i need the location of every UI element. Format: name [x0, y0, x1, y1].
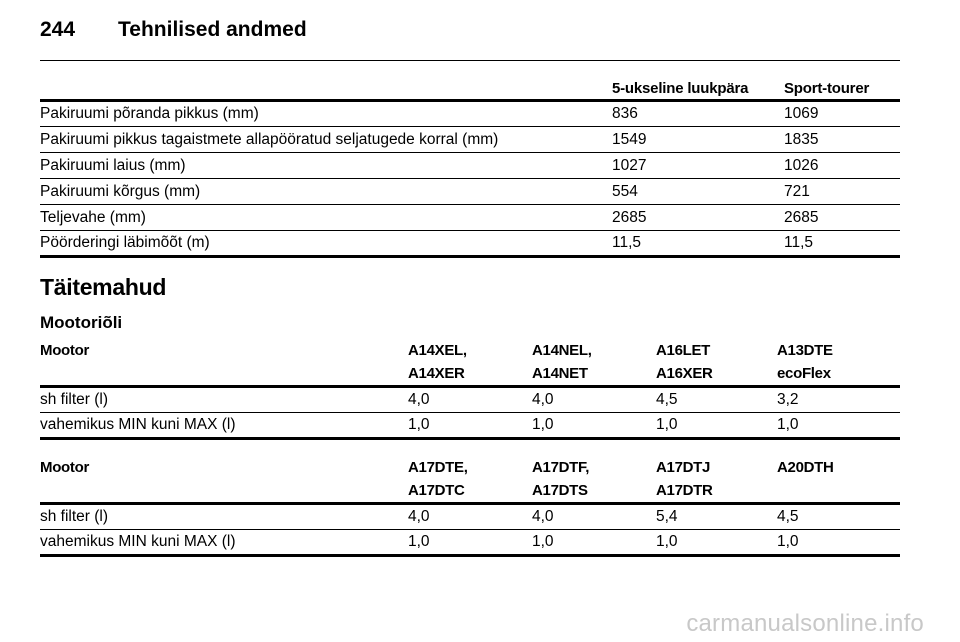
engine-code: A14XEL, [408, 342, 467, 359]
engine-code: A14NET [532, 365, 588, 382]
engine-code: A13DTE [777, 342, 833, 359]
watermark: carmanualsonline.info [686, 610, 924, 637]
page-title: Tehnilised andmed [118, 18, 307, 41]
row-label: Pakiruumi kõrgus (mm) [40, 182, 201, 200]
engine-code: A14XER [408, 365, 465, 382]
cell-value: 2685 [612, 208, 647, 226]
engine-header: A14XEL, A14XER [408, 338, 532, 387]
table-row: Teljevahe (mm) 2685 2685 [40, 205, 900, 231]
row-label: Pöörderingi läbimõõt (m) [40, 234, 210, 251]
table-row: Pakiruumi laius (mm) 1027 1026 [40, 153, 900, 179]
row-label: vahemikus MIN kuni MAX (l) [40, 533, 236, 550]
cell-value: 1,0 [777, 416, 799, 433]
engine-code: A16XER [656, 365, 713, 382]
engine-header: A16LET A16XER [656, 338, 777, 387]
cell-value: 4,5 [777, 508, 799, 525]
engine-code: A16LET [656, 342, 711, 359]
cell-value: 836 [612, 105, 638, 122]
section-title: Täitemahud [40, 274, 167, 300]
cell-value: 4,0 [532, 391, 554, 408]
engine-header: A17DTE, A17DTC [408, 455, 532, 504]
table-row: vahemikus MIN kuni MAX (l) 1,0 1,0 1,0 1… [40, 530, 900, 556]
engine-header: A13DTE ecoFlex [777, 338, 900, 387]
dimensions-table: 5-ukseline luukpära Sport-tourer Pakiruu… [40, 78, 900, 258]
cell-value: 1549 [612, 130, 647, 148]
engine-code: A17DTJ [656, 459, 711, 476]
cell-value: 1,0 [532, 533, 554, 550]
table-row: sh filter (l) 4,0 4,0 5,4 4,5 [40, 504, 900, 530]
engine-header: A14NEL, A14NET [532, 338, 656, 387]
engine-code: A17DTC [408, 482, 465, 499]
cell-value: 5,4 [656, 508, 678, 525]
engine-oil-table-1: Mootor A14XEL, A14XER A14NEL, A14NET A16LE… [40, 338, 900, 440]
cell-value: 4,5 [656, 391, 678, 408]
cell-value: 1,0 [656, 533, 678, 550]
page-header: 244 Tehnilised andmed [40, 18, 307, 42]
table-row: sh filter (l) 4,0 4,0 4,5 3,2 [40, 387, 900, 413]
header-divider [40, 60, 900, 61]
page-number: 244 [40, 18, 76, 41]
table-header-row: Mootor A14XEL, A14XER A14NEL, A14NET A16LE… [40, 338, 900, 387]
engine-code: ecoFlex [777, 365, 831, 382]
cell-value: 3,2 [777, 391, 799, 408]
engine-code: A14NEL, [532, 342, 592, 359]
cell-value: 1,0 [777, 533, 799, 550]
column-header [40, 78, 612, 101]
table-header-row: 5-ukseline luukpära Sport-tourer [40, 78, 900, 101]
table-header-row: Mootor A17DTE, A17DTC A17DTF, A17DTS A17DT… [40, 455, 900, 504]
table-row: Pöörderingi läbimõõt (m) 11,5 11,5 [40, 231, 900, 257]
cell-value: 1027 [612, 156, 647, 174]
cell-value: 1026 [784, 156, 819, 174]
row-label: vahemikus MIN kuni MAX (l) [40, 416, 236, 433]
cell-value: 1,0 [408, 416, 430, 433]
row-label: Pakiruumi pikkus tagaistmete allapööratu… [40, 130, 499, 148]
table-row: Pakiruumi põranda pikkus (mm) 836 1069 [40, 101, 900, 127]
column-header: Sport-tourer [784, 80, 870, 97]
cell-value: 4,0 [408, 391, 430, 408]
column-header: 5-ukseline luukpära [612, 80, 749, 97]
engine-code: A20DTH [777, 459, 834, 476]
cell-value: 4,0 [408, 508, 430, 525]
engine-code: A17DTF, [532, 459, 590, 476]
cell-value: 1069 [784, 105, 819, 122]
table-row: Pakiruumi pikkus tagaistmete allapööratu… [40, 127, 900, 153]
cell-value: 1,0 [408, 533, 430, 550]
row-label: sh filter (l) [40, 391, 109, 408]
cell-value: 1,0 [532, 416, 554, 433]
cell-value: 11,5 [784, 234, 814, 251]
table-row: vahemikus MIN kuni MAX (l) 1,0 1,0 1,0 1… [40, 413, 900, 439]
row-label: Teljevahe (mm) [40, 208, 146, 226]
cell-value: 554 [612, 182, 638, 200]
subsection-title: Mootoriõli [40, 313, 123, 332]
engine-header: A17DTF, A17DTS [532, 455, 656, 504]
row-label: sh filter (l) [40, 508, 109, 525]
row-label: Pakiruumi põranda pikkus (mm) [40, 105, 259, 122]
engine-oil-table-2: Mootor A17DTE, A17DTC A17DTF, A17DTS A17DT… [40, 455, 900, 557]
cell-value: 11,5 [612, 234, 642, 251]
row-label: Pakiruumi laius (mm) [40, 156, 186, 174]
engine-code: A17DTR [656, 482, 713, 499]
cell-value: 1835 [784, 130, 819, 148]
engine-code [777, 479, 900, 502]
engine-column-label: Mootor [40, 459, 90, 476]
cell-value: 721 [784, 182, 810, 200]
engine-header: A17DTJ A17DTR [656, 455, 777, 504]
table-row: Pakiruumi kõrgus (mm) 554 721 [40, 179, 900, 205]
engine-column-label: Mootor [40, 342, 90, 359]
engine-code: A17DTS [532, 482, 588, 499]
engine-code: A17DTE, [408, 459, 468, 476]
cell-value: 4,0 [532, 508, 554, 525]
cell-value: 2685 [784, 208, 819, 226]
cell-value: 1,0 [656, 416, 678, 433]
engine-header: A20DTH [777, 455, 900, 504]
